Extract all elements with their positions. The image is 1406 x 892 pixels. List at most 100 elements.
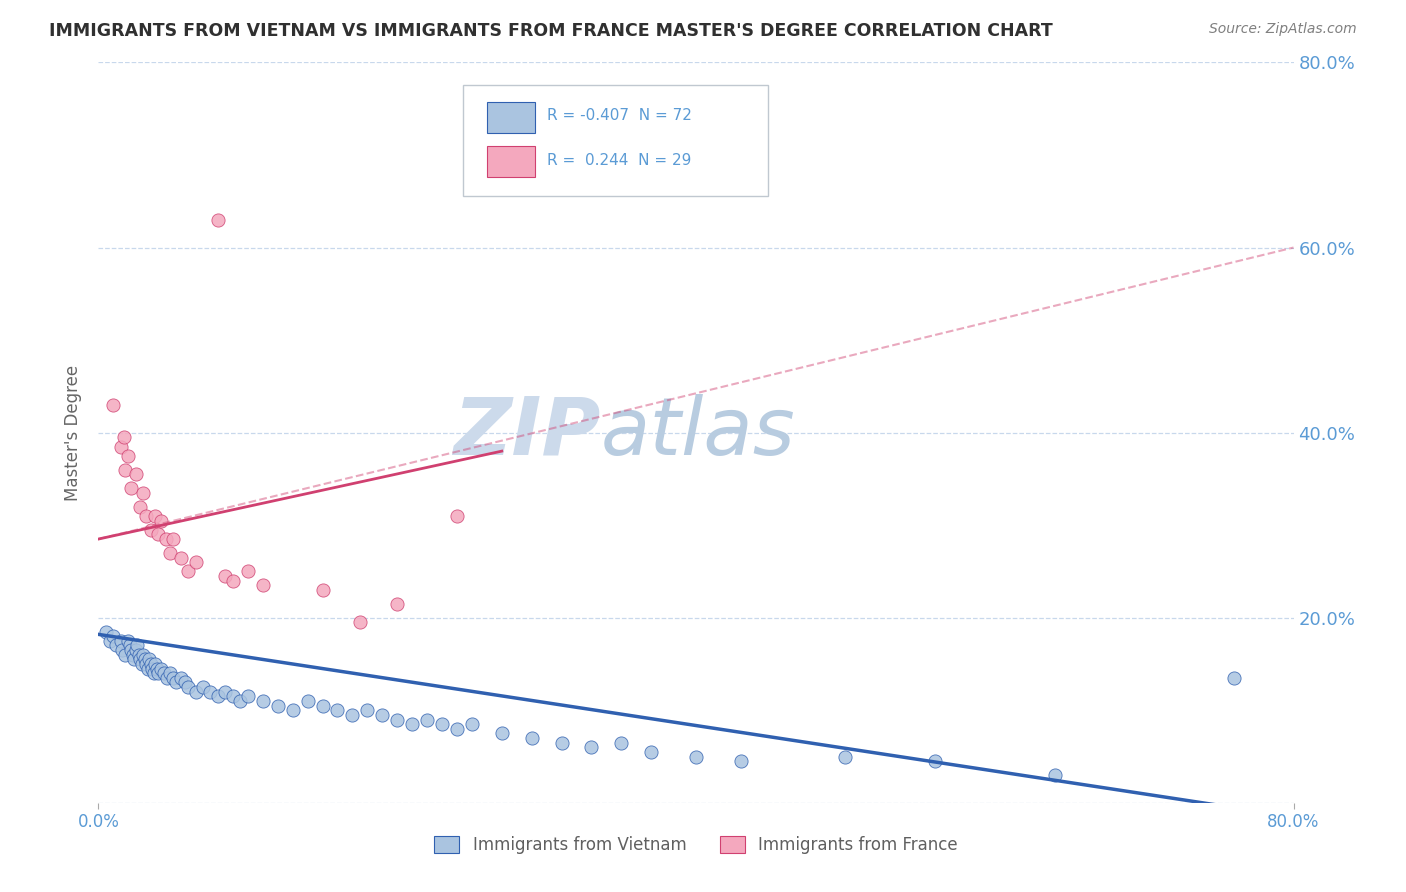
Point — [134, 652, 156, 666]
Point — [177, 680, 200, 694]
Point — [207, 212, 229, 227]
Point — [236, 690, 259, 704]
Point — [184, 555, 207, 569]
Point — [148, 666, 170, 681]
Point — [371, 707, 394, 722]
Point — [222, 574, 245, 588]
Point — [342, 707, 364, 722]
Point — [121, 648, 143, 662]
Point — [111, 643, 134, 657]
Point — [129, 652, 152, 666]
Point — [356, 703, 378, 717]
Text: R = -0.407  N = 72: R = -0.407 N = 72 — [547, 108, 692, 123]
Point — [640, 745, 662, 759]
Point — [416, 713, 439, 727]
Point — [150, 662, 173, 676]
Point — [145, 662, 167, 676]
Point — [214, 569, 236, 583]
Point — [125, 467, 148, 482]
Point — [191, 680, 214, 694]
Point — [132, 648, 155, 662]
Point — [114, 462, 136, 476]
Point — [128, 648, 150, 662]
Point — [834, 749, 856, 764]
Point — [142, 666, 165, 681]
Point — [117, 449, 139, 463]
Point — [311, 582, 333, 597]
Point — [1043, 768, 1066, 782]
Point — [236, 565, 259, 579]
Point — [297, 694, 319, 708]
FancyBboxPatch shape — [463, 85, 768, 195]
Point — [229, 694, 252, 708]
Point — [159, 546, 181, 560]
Point — [446, 722, 468, 736]
Point — [94, 624, 117, 639]
Point — [430, 717, 453, 731]
Point — [252, 694, 274, 708]
Point — [1223, 671, 1246, 685]
Point — [214, 685, 236, 699]
Point — [150, 514, 173, 528]
Point — [138, 652, 160, 666]
Point — [401, 717, 423, 731]
Point — [139, 523, 162, 537]
Point — [311, 698, 333, 713]
Text: Source: ZipAtlas.com: Source: ZipAtlas.com — [1209, 22, 1357, 37]
Point — [461, 717, 484, 731]
Point — [110, 440, 132, 454]
Point — [118, 639, 141, 653]
Text: ZIP: ZIP — [453, 393, 600, 472]
Point — [267, 698, 290, 713]
Point — [162, 532, 184, 546]
Point — [132, 485, 155, 500]
Point — [349, 615, 371, 630]
Point — [252, 578, 274, 592]
Point — [385, 597, 409, 611]
Point — [162, 671, 184, 685]
Point — [159, 666, 181, 681]
Point — [114, 648, 136, 662]
Point — [685, 749, 707, 764]
Point — [924, 754, 946, 768]
Legend: Immigrants from Vietnam, Immigrants from France: Immigrants from Vietnam, Immigrants from… — [427, 830, 965, 861]
Point — [174, 675, 197, 690]
Point — [103, 398, 125, 412]
Point — [120, 481, 142, 495]
Text: R =  0.244  N = 29: R = 0.244 N = 29 — [547, 153, 690, 168]
Point — [103, 629, 125, 643]
Point — [169, 550, 191, 565]
Point — [143, 508, 166, 523]
Point — [177, 565, 200, 579]
Y-axis label: Master's Degree: Master's Degree — [65, 365, 83, 500]
Point — [156, 671, 179, 685]
Point — [125, 643, 148, 657]
Point — [98, 633, 122, 648]
Point — [135, 657, 157, 671]
Point — [139, 657, 162, 671]
Point — [520, 731, 543, 745]
Point — [385, 713, 409, 727]
Text: IMMIGRANTS FROM VIETNAM VS IMMIGRANTS FROM FRANCE MASTER'S DEGREE CORRELATION CH: IMMIGRANTS FROM VIETNAM VS IMMIGRANTS FR… — [49, 22, 1053, 40]
Point — [127, 639, 149, 653]
Point — [610, 736, 633, 750]
Point — [131, 657, 153, 671]
Point — [550, 736, 572, 750]
Point — [112, 430, 135, 444]
Point — [581, 740, 603, 755]
Point — [326, 703, 349, 717]
Point — [129, 500, 152, 514]
Point — [155, 532, 177, 546]
Point — [222, 690, 245, 704]
Point — [491, 726, 513, 740]
Point — [110, 633, 132, 648]
Point — [446, 508, 468, 523]
Point — [143, 657, 166, 671]
Point — [141, 662, 163, 676]
Point — [136, 662, 159, 676]
Point — [184, 685, 207, 699]
Point — [281, 703, 304, 717]
FancyBboxPatch shape — [486, 102, 534, 133]
Point — [117, 633, 139, 648]
Point — [165, 675, 187, 690]
